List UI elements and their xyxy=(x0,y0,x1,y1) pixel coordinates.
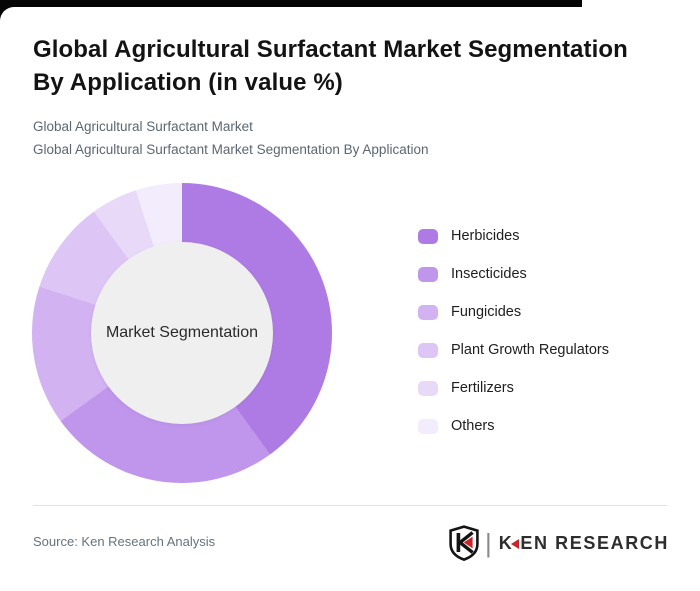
brand-logo: | K EN RESEARCH xyxy=(449,525,669,561)
legend-swatch xyxy=(418,304,438,320)
legend-item-fertilizers: Fertilizers xyxy=(418,380,609,396)
legend-swatch xyxy=(418,418,438,434)
page-title-line1: Global Agricultural Surfactant Market Se… xyxy=(33,36,628,63)
legend-item-herbicides: Herbicides xyxy=(418,228,609,244)
page-subtitle: Global Agricultural Surfactant Market Gl… xyxy=(33,116,673,161)
legend-swatch xyxy=(418,228,438,244)
red-triangle-icon xyxy=(511,539,520,549)
legend-label: Insecticides xyxy=(451,266,527,282)
page-title: Global Agricultural Surfactant Market Se… xyxy=(33,33,673,99)
donut-hole: Market Segmentation xyxy=(91,242,273,424)
report-card: Global Agricultural Surfactant Market Se… xyxy=(0,7,700,591)
legend-label: Herbicides xyxy=(451,228,520,244)
legend-label: Fungicides xyxy=(451,304,522,320)
top-black-strip xyxy=(0,0,582,9)
legend: Herbicides Insecticides Fungicides Plant Gr… xyxy=(418,228,609,456)
legend-label: Fertilizers xyxy=(451,380,514,396)
brand-rest: EN RESEARCH xyxy=(520,532,669,553)
donut-ring: Market Segmentation xyxy=(32,183,332,483)
page-subtitle-line2: Global Agricultural Surfactant Market Se… xyxy=(33,141,429,157)
brand-wordmark: K EN RESEARCH xyxy=(499,533,669,554)
legend-label: Plant Growth Regulators xyxy=(451,342,609,358)
legend-item-others: Others xyxy=(418,418,609,434)
source-note: Source: Ken Research Analysis xyxy=(33,534,216,549)
logo-divider: | xyxy=(485,528,492,558)
donut-chart: Market Segmentation xyxy=(32,183,332,483)
footer-divider xyxy=(33,505,667,506)
legend-label: Others xyxy=(451,418,495,434)
legend-item-fungicides: Fungicides xyxy=(418,304,609,320)
legend-item-plant-growth-regulators: Plant Growth Regulators xyxy=(418,342,609,358)
legend-swatch xyxy=(418,380,438,396)
brand-letter-k: K xyxy=(498,532,514,553)
page-subtitle-line1: Global Agricultural Surfactant Market xyxy=(33,119,253,134)
legend-swatch xyxy=(418,342,438,358)
donut-center-label: Market Segmentation xyxy=(105,324,259,341)
legend-item-insecticides: Insecticides xyxy=(418,266,609,282)
ken-research-shield-icon xyxy=(449,525,479,561)
legend-swatch xyxy=(418,266,438,282)
page-title-line2: By Application (in value %) xyxy=(33,69,343,96)
